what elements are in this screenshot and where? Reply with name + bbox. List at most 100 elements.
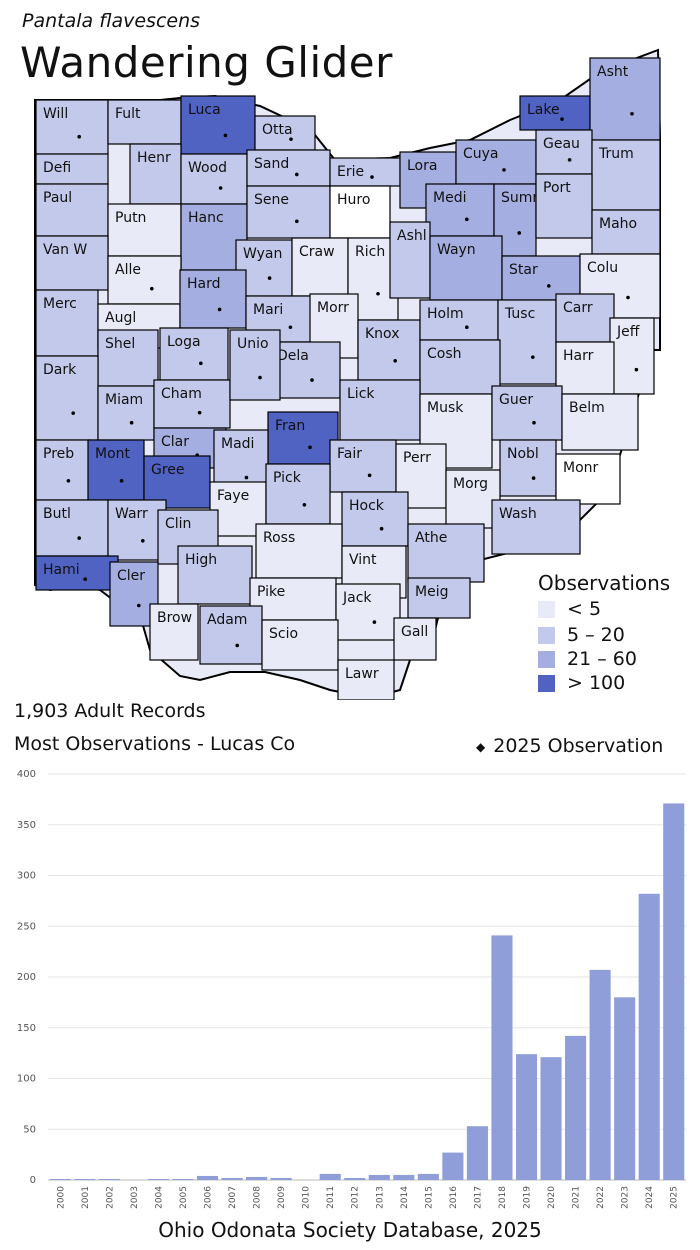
x-tick-label: 2016: [449, 1186, 459, 1209]
legend-label-lt5: < 5: [567, 598, 602, 620]
county-lake: [519, 95, 591, 131]
observation-2025-dot-adam: [235, 643, 239, 648]
county-lawr: [337, 659, 395, 700]
county-dark: [35, 355, 99, 441]
county-pick: [265, 463, 331, 525]
observation-2025-dot-sene: [295, 219, 299, 224]
observation-2025-dot-loga: [199, 361, 203, 366]
county-harr: [555, 341, 615, 395]
observation-2025-dot-alle: [150, 286, 154, 291]
county-trum: [591, 139, 661, 211]
county-cosh: [419, 339, 501, 395]
county-gree: [143, 455, 211, 509]
county-label-alle: Alle: [115, 262, 141, 278]
county-label-belm: Belm: [569, 400, 605, 416]
county-adam: [199, 605, 263, 665]
bar-2024: [638, 893, 660, 1180]
bar-2017: [466, 1126, 488, 1180]
county-label-adam: Adam: [207, 612, 247, 628]
bar-2014: [393, 1174, 415, 1180]
x-tick-label: 2022: [596, 1186, 606, 1209]
y-tick-label: 250: [17, 921, 36, 932]
chart-x-axis: 2000 2001 2002 2003 2004 2005 2006 2007 2008 2009…: [56, 1186, 679, 1209]
county-label-lake: Lake: [527, 102, 560, 118]
bar-2001: [74, 1178, 96, 1180]
county-sand: [246, 149, 331, 187]
observation-2025-dot-otta: [289, 137, 293, 141]
county-label-wash: Wash: [499, 506, 537, 522]
county-label-preb: Preb: [43, 446, 74, 462]
county-label-lawr: Lawr: [345, 666, 379, 682]
observation-dot-icon: ◆: [476, 739, 486, 754]
county-erie: [329, 157, 401, 187]
observation-2025-dot-pick: [302, 503, 307, 507]
county-label-merc: Merc: [43, 296, 77, 312]
chart-bars: [49, 803, 685, 1180]
observation-2025-dot-fran: [308, 445, 312, 450]
county-label-defi: Defi: [43, 160, 71, 176]
legend-item-21-60: 21 – 60: [538, 648, 637, 670]
county-fult: [107, 99, 182, 145]
county-belm: [561, 393, 639, 451]
bar-2008: [246, 1176, 268, 1180]
county-label-lora: Lora: [407, 158, 437, 174]
observation-2025-dot-hock: [379, 526, 384, 531]
county-shel: [97, 329, 159, 387]
county-label-harr: Harr: [563, 348, 594, 364]
county-jack: [335, 583, 401, 641]
observation-2025-dot-preb: [66, 479, 71, 483]
county-label-loga: Loga: [167, 334, 201, 350]
observation-2025-dot-mari: [288, 325, 293, 330]
x-tick-label: 2003: [130, 1186, 140, 1209]
bar-2004: [147, 1178, 169, 1180]
county-label-fair: Fair: [337, 446, 362, 462]
y-tick-label: 400: [17, 769, 36, 780]
county-lick: [339, 379, 421, 441]
county-label-musk: Musk: [427, 400, 464, 416]
county-pike: [249, 577, 337, 621]
county-label-carr: Carr: [563, 300, 593, 316]
most-observations-county: Most Observations - Lucas Co: [14, 733, 296, 755]
county-carr: [555, 293, 615, 343]
legend-swatch-gt100: [538, 674, 555, 692]
bar-2022: [589, 969, 611, 1180]
x-tick-label: 2024: [645, 1186, 655, 1209]
county-label-meig: Meig: [415, 584, 448, 600]
county-label-cham: Cham: [161, 386, 202, 402]
county-label-dark: Dark: [43, 362, 77, 378]
county-label-cler: Cler: [117, 568, 145, 584]
county-label-van-w: Van W: [43, 242, 87, 258]
observation-2025-dot-will: [77, 134, 81, 139]
county-merc: [35, 289, 99, 357]
bar-2013: [368, 1174, 390, 1180]
observation-2025-label: 2025 Observation: [493, 735, 664, 757]
observation-2025-dot-wood: [218, 186, 223, 190]
x-tick-label: 2017: [473, 1186, 483, 1209]
county-label-guer: Guer: [499, 392, 533, 408]
y-tick-label: 150: [17, 1023, 36, 1034]
observation-2025-dot-sand: [295, 172, 299, 177]
observation-2025-dot-guer: [532, 420, 536, 425]
observation-2025-dot-madi: [244, 475, 249, 480]
county-label-wood: Wood: [188, 160, 227, 176]
county-label-colu: Colu: [587, 260, 618, 276]
county-label-craw: Craw: [299, 244, 335, 260]
x-tick-label: 2015: [424, 1186, 434, 1209]
county-label-hami: Hami: [43, 562, 80, 578]
county-meig: [407, 577, 471, 619]
county-label-medi: Medi: [433, 190, 466, 206]
observation-2025-dot-cham: [197, 410, 202, 415]
county-unio: [229, 329, 281, 401]
x-tick-label: 2019: [523, 1186, 533, 1209]
bar-2018: [491, 935, 513, 1180]
county-label-hard: Hard: [187, 276, 221, 292]
observation-2025-dot-star: [547, 284, 551, 288]
county-label-clin: Clin: [165, 516, 191, 532]
county-label-holm: Holm: [427, 306, 464, 322]
legend-swatch-5-20: [538, 626, 555, 644]
legend-item-gt100: > 100: [538, 672, 625, 694]
county-label-asht: Asht: [597, 64, 629, 80]
county-scio: [261, 619, 339, 671]
observation-2025-dot-rich: [376, 291, 380, 296]
county-van-w: [35, 235, 109, 291]
